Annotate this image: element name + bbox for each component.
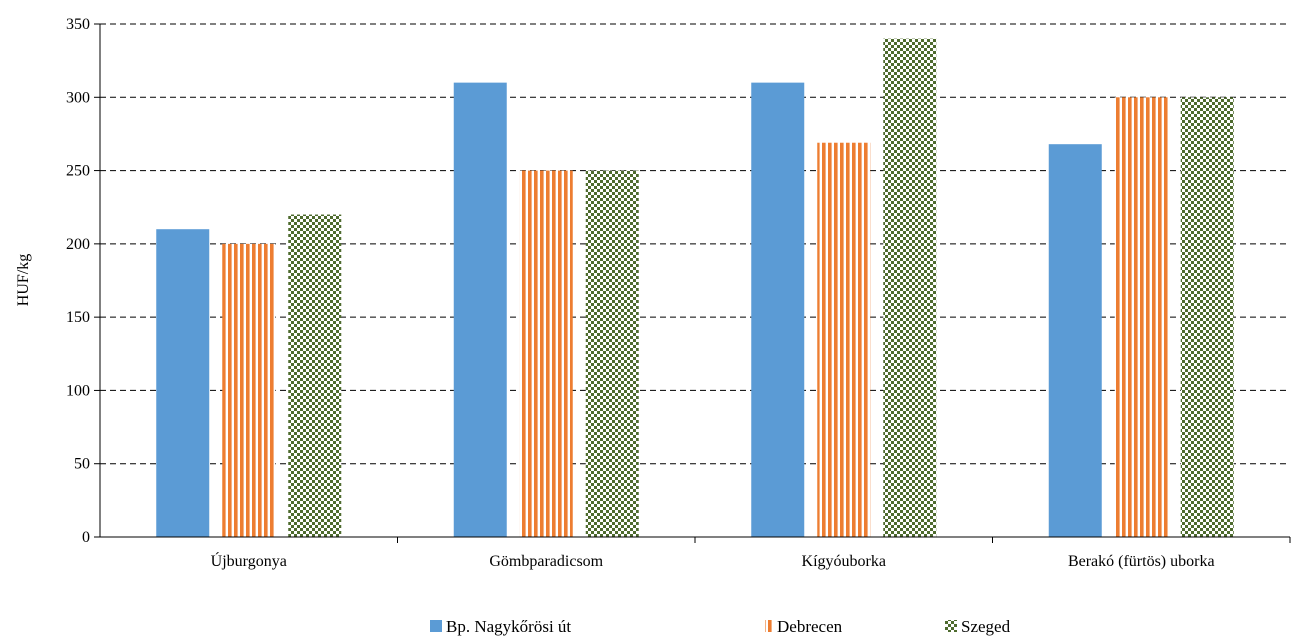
bar-3 — [1180, 97, 1234, 538]
tick-labels: 0 50 100 150 200 250 300 350 Újburgonya Gömbparad… — [66, 16, 1215, 570]
y-tick-label: 0 — [82, 529, 90, 546]
y-tick-label: 250 — [66, 163, 90, 180]
bar-3 — [585, 170, 639, 538]
axes — [94, 23, 1291, 543]
y-tick-label: 50 — [74, 456, 90, 473]
bar-1 — [156, 229, 210, 537]
x-tick-label: Gömbparadicsom — [489, 553, 603, 570]
gridlines — [100, 23, 1290, 465]
y-axis-title: HUF/kg — [15, 254, 32, 306]
legend-item: Bp. Nagykőrösi út — [430, 617, 571, 636]
legend-item: Debrecen — [765, 617, 843, 636]
bar-1 — [751, 82, 805, 537]
y-tick-label: 300 — [66, 89, 90, 106]
bar-1 — [1048, 144, 1102, 537]
legend-item: Szeged — [945, 617, 1011, 636]
y-tick-label: 200 — [66, 236, 90, 253]
y-tick-label: 100 — [66, 382, 90, 399]
legend-swatch — [945, 620, 957, 632]
x-tick-label: Kígyóuborka — [802, 553, 886, 570]
bar-1 — [453, 82, 507, 537]
bars — [156, 38, 1234, 538]
legend: Bp. Nagykőrösi út Debrecen Szeged — [430, 617, 1011, 636]
y-tick-label: 150 — [66, 309, 90, 326]
bar-3 — [883, 38, 937, 538]
legend-label: Debrecen — [777, 617, 843, 636]
legend-swatch — [765, 620, 773, 632]
bar-2 — [817, 142, 871, 538]
bar-2 — [222, 243, 276, 537]
legend-swatch — [430, 620, 442, 632]
x-tick-label: Berakó (fürtös) uborka — [1068, 553, 1215, 570]
bar-3 — [288, 214, 342, 538]
bar-2 — [1114, 97, 1168, 538]
x-tick-label: Újburgonya — [211, 551, 287, 570]
y-tick-label: 350 — [66, 16, 90, 33]
legend-label: Szeged — [961, 617, 1011, 636]
bar-2 — [519, 170, 573, 538]
legend-label: Bp. Nagykőrösi út — [446, 617, 571, 636]
